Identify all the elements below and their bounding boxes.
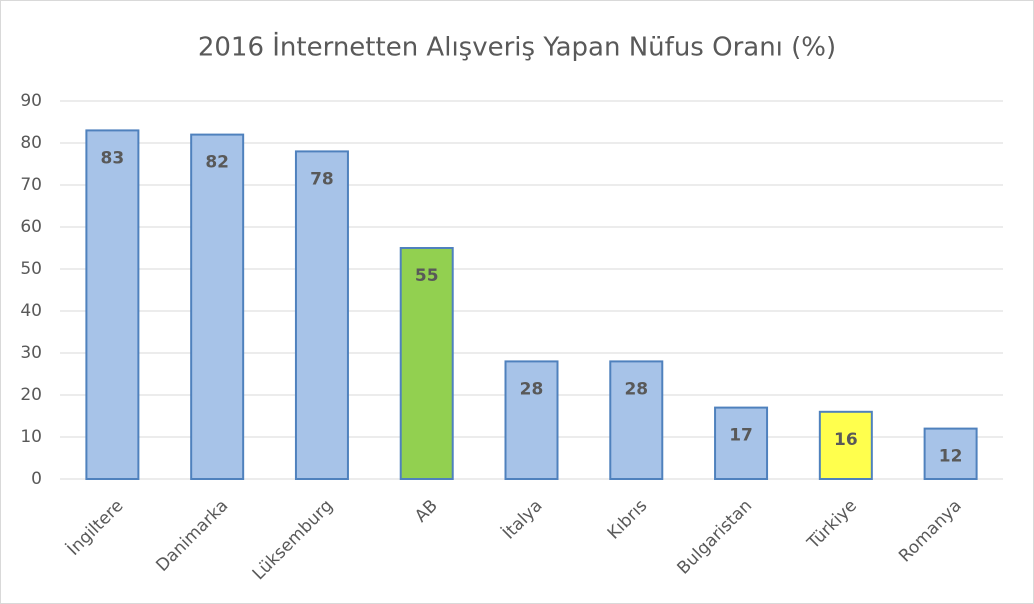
y-tick-label: 80 (20, 133, 42, 153)
y-tick-label: 60 (20, 217, 42, 237)
y-tick-label: 50 (20, 259, 42, 279)
bar (504, 360, 559, 480)
y-tick-label: 30 (20, 343, 42, 363)
bar (714, 406, 769, 481)
value-label: 83 (101, 148, 125, 168)
value-label: 17 (729, 426, 753, 446)
bar (399, 247, 454, 480)
value-label: 16 (834, 430, 858, 450)
bar (609, 360, 664, 480)
bar (85, 129, 140, 480)
value-label: 82 (205, 153, 229, 173)
chart-title: 2016 İnternetten Alışveriş Yapan Nüfus O… (198, 31, 836, 63)
y-tick-label: 20 (20, 385, 42, 405)
value-label: 28 (520, 379, 544, 399)
value-label: 78 (310, 169, 334, 189)
y-tick-label: 40 (20, 301, 42, 321)
y-tick-label: 90 (20, 91, 42, 111)
bar (923, 427, 978, 481)
value-label: 28 (624, 379, 648, 399)
y-tick-label: 0 (31, 469, 42, 489)
y-tick-label: 70 (20, 175, 42, 195)
value-label: 12 (939, 447, 963, 467)
bar (190, 133, 245, 480)
y-tick-label: 10 (20, 427, 42, 447)
value-label: 55 (415, 266, 439, 286)
bar (818, 410, 873, 480)
bar (294, 150, 349, 480)
